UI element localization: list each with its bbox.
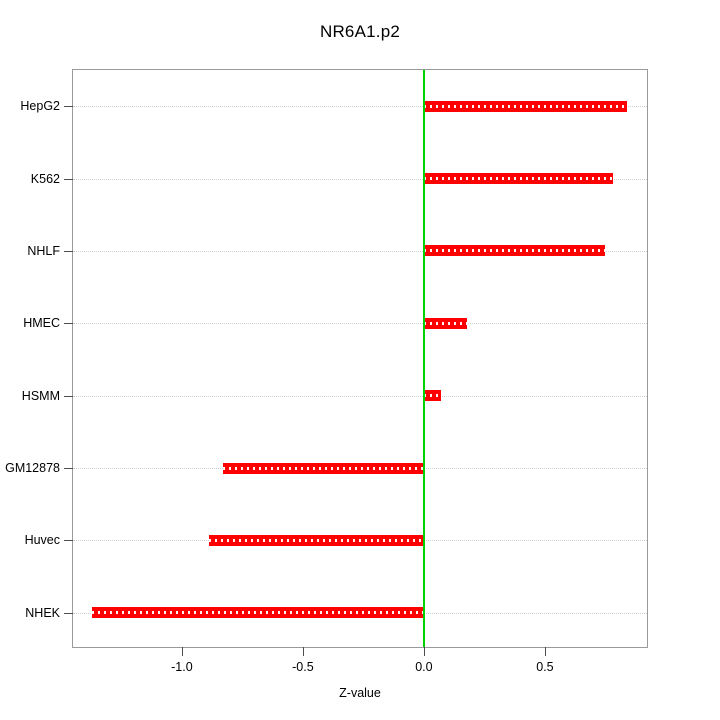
x-axis-tick-label: -1.0	[171, 660, 193, 674]
y-axis-tick-label: NHLF	[27, 243, 60, 258]
y-axis-tick	[64, 395, 73, 397]
x-axis-tick-label: -0.5	[292, 660, 314, 674]
y-axis-tick	[64, 106, 73, 108]
y-axis-tick	[64, 323, 73, 325]
bar	[223, 462, 424, 474]
y-axis-tick	[64, 468, 73, 470]
y-axis-tick-label: HepG2	[20, 99, 60, 114]
bar	[423, 317, 468, 329]
bar	[423, 245, 606, 257]
y-axis-tick	[64, 540, 73, 542]
x-axis-tick	[544, 647, 546, 656]
bar-fill-pattern	[423, 249, 606, 253]
bar-fill-pattern	[223, 466, 424, 470]
bar-fill-pattern	[92, 611, 424, 615]
bar-fill-pattern	[208, 538, 424, 542]
y-axis-tick-label: Huvec	[24, 533, 60, 548]
y-axis-tick-label: HMEC	[23, 316, 60, 331]
bar-fill-pattern	[423, 177, 613, 181]
gridline	[73, 250, 647, 252]
y-axis-tick	[64, 250, 73, 252]
plot-panel: HepG2 K562 NHLF HMEC HSMM GM12878 Huvec NHEK -1…	[5, 69, 648, 674]
bar	[208, 534, 424, 546]
bar-fill-pattern	[423, 104, 628, 108]
bar	[423, 173, 613, 185]
y-axis-tick	[64, 612, 73, 614]
gridline	[73, 395, 647, 397]
x-axis-tick-label: 0.0	[415, 660, 433, 674]
gridline	[73, 178, 647, 180]
chart-title: NR6A1.p2	[319, 22, 401, 41]
x-axis-tick	[423, 647, 425, 656]
bar	[423, 390, 441, 402]
x-axis-tick-label: 0.5	[536, 660, 554, 674]
bar	[92, 607, 424, 619]
y-axis-tick-label: K562	[30, 171, 60, 186]
gridline	[73, 106, 647, 108]
y-axis-tick-label: HSMM	[21, 388, 60, 403]
x-axis-tick	[181, 647, 183, 656]
zero-reference-line	[422, 70, 425, 647]
bar-fill-pattern	[423, 321, 468, 325]
bar	[423, 100, 628, 112]
gridline	[73, 323, 647, 325]
y-axis-tick-label: NHEK	[25, 605, 60, 620]
y-axis-tick	[64, 178, 73, 180]
y-axis-tick-label: GM12878	[5, 461, 60, 476]
x-axis-label: Z-value	[339, 686, 381, 700]
x-axis-tick	[302, 647, 304, 656]
bar-fill-pattern	[423, 394, 441, 398]
